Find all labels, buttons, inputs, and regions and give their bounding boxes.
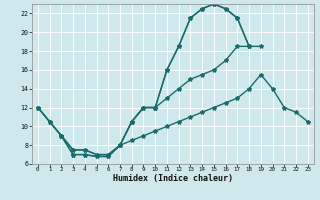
X-axis label: Humidex (Indice chaleur): Humidex (Indice chaleur) [113, 174, 233, 183]
